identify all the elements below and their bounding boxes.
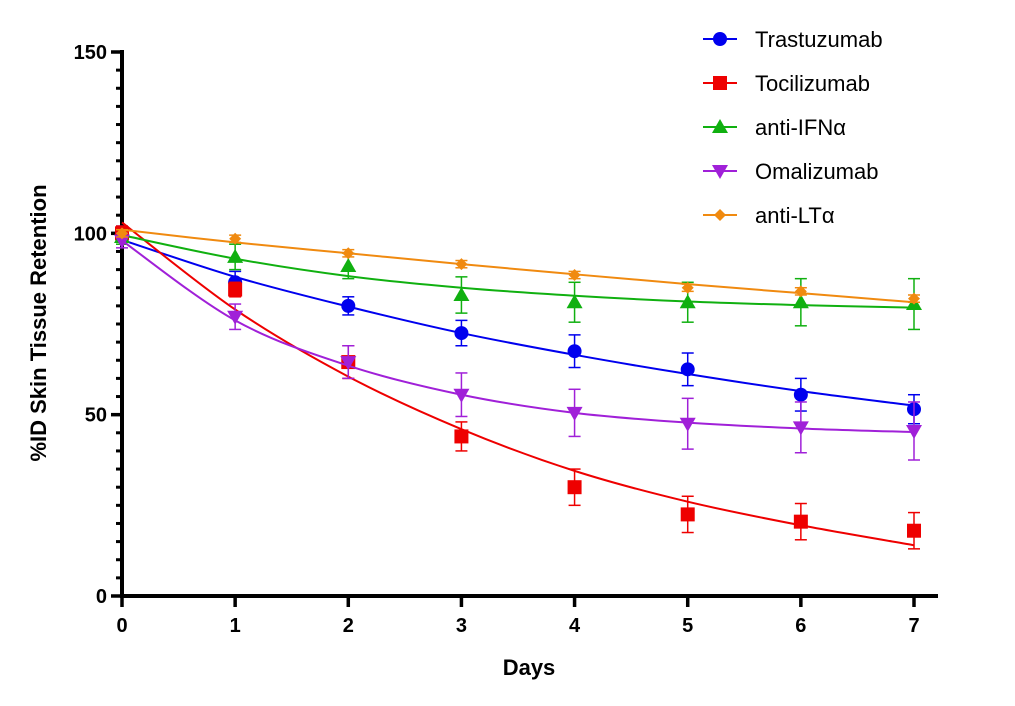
data-point bbox=[116, 227, 128, 240]
x-tick-label: 0 bbox=[116, 615, 127, 637]
legend-marker bbox=[714, 209, 726, 221]
data-point bbox=[227, 248, 244, 263]
y-axis-title: %ID Skin Tissue Retention bbox=[26, 184, 51, 461]
series-fit-line bbox=[121, 238, 915, 407]
data-point bbox=[341, 298, 356, 313]
legend-marker bbox=[713, 76, 727, 90]
x-tick-label: 1 bbox=[230, 615, 241, 637]
series-1 bbox=[115, 221, 921, 550]
legend-marker bbox=[712, 165, 728, 179]
data-point bbox=[453, 286, 470, 301]
data-point bbox=[679, 294, 696, 309]
legend-label: Omalizumab bbox=[755, 159, 878, 184]
legend-item: Trastuzumab bbox=[703, 27, 883, 52]
x-axis-title: Days bbox=[503, 655, 556, 680]
data-point bbox=[908, 292, 920, 305]
legend-label: Trastuzumab bbox=[755, 27, 883, 52]
data-point bbox=[679, 417, 696, 432]
legend-item: Omalizumab bbox=[703, 159, 878, 184]
legend-label: anti-LTα bbox=[755, 203, 835, 228]
series-fit-line bbox=[121, 239, 915, 434]
data-point bbox=[454, 429, 469, 444]
data-point bbox=[792, 421, 809, 436]
data-point bbox=[566, 406, 583, 421]
legend-item: anti-IFNα bbox=[703, 115, 846, 140]
x-tick-label: 7 bbox=[908, 615, 919, 637]
data-point bbox=[906, 424, 922, 439]
data-point bbox=[567, 480, 582, 495]
x-tick-label: 5 bbox=[682, 615, 693, 637]
y-tick-label: 50 bbox=[85, 405, 107, 427]
data-point bbox=[793, 514, 808, 529]
legend-marker bbox=[712, 119, 728, 133]
series-fit-line bbox=[121, 221, 915, 547]
x-tick-label: 3 bbox=[456, 615, 467, 637]
y-tick-label: 100 bbox=[74, 223, 107, 245]
y-tick-label: 150 bbox=[74, 42, 107, 64]
legend-label: anti-IFNα bbox=[755, 115, 846, 140]
data-point bbox=[568, 269, 581, 282]
legend: Trastuzumab Tocilizumab anti-IFNα Omalizuma… bbox=[703, 27, 883, 228]
data-point bbox=[793, 387, 808, 402]
x-tick-label: 4 bbox=[569, 615, 581, 637]
series-fit-line bbox=[121, 228, 915, 304]
data-point bbox=[454, 326, 469, 341]
data-point bbox=[794, 285, 807, 298]
legend-label: Tocilizumab bbox=[755, 71, 870, 96]
data-point bbox=[227, 310, 244, 325]
x-tick-label: 2 bbox=[343, 615, 354, 637]
series-4 bbox=[116, 227, 920, 305]
data-point bbox=[681, 281, 694, 294]
data-point bbox=[340, 356, 357, 371]
data-point bbox=[455, 258, 468, 271]
series-3 bbox=[114, 232, 922, 461]
data-point bbox=[228, 282, 243, 297]
data-point bbox=[907, 523, 921, 538]
data-point bbox=[567, 344, 582, 359]
data-point bbox=[114, 234, 130, 249]
y-tick-label: 0 bbox=[96, 586, 107, 608]
series-fit-line bbox=[121, 234, 915, 309]
legend-marker bbox=[713, 32, 727, 46]
legend-item: anti-LTα bbox=[703, 203, 835, 228]
series-layer bbox=[114, 221, 922, 550]
legend-item: Tocilizumab bbox=[703, 71, 870, 96]
data-point bbox=[453, 388, 470, 403]
data-point bbox=[680, 362, 695, 377]
data-point bbox=[680, 507, 695, 522]
data-point bbox=[229, 232, 242, 245]
x-tick-label: 6 bbox=[795, 615, 806, 637]
data-point bbox=[566, 294, 583, 309]
data-point bbox=[792, 294, 809, 309]
data-point bbox=[342, 247, 355, 260]
data-point bbox=[340, 257, 357, 272]
